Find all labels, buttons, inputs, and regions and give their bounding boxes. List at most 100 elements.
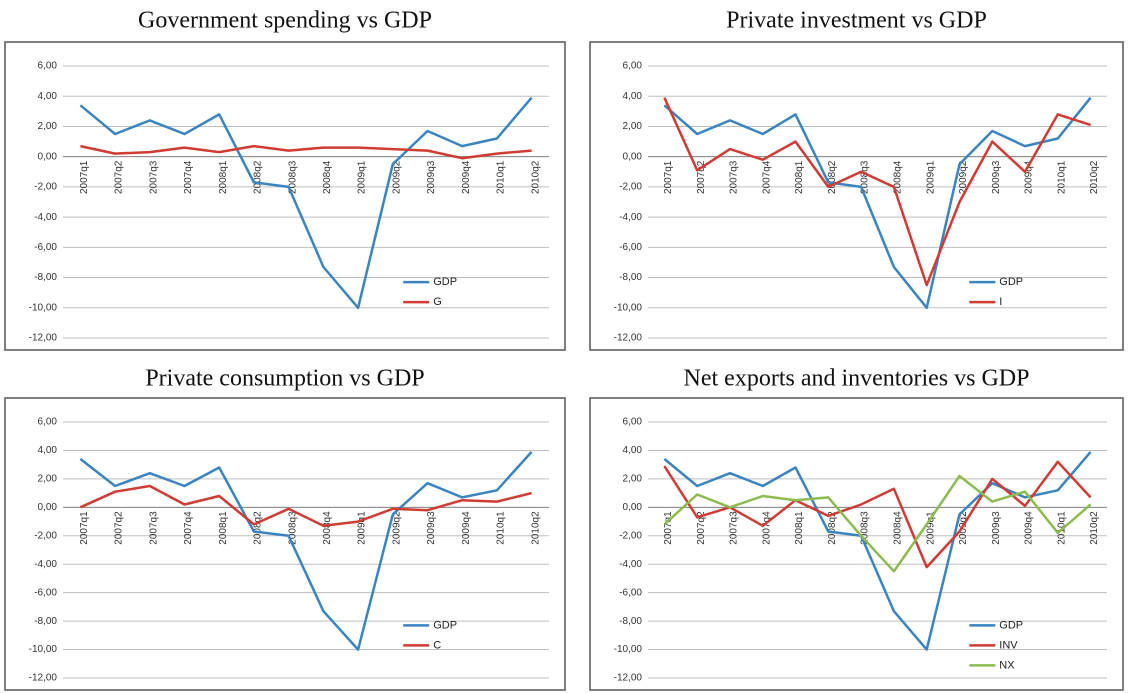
legend-label: GDP — [999, 276, 1023, 288]
y-tick-label: -6,00 — [619, 242, 642, 253]
chart-frame — [4, 41, 566, 351]
y-tick-label: 0,00 — [38, 502, 58, 513]
series-line — [79, 96, 533, 310]
x-tick-label: 2008q3 — [860, 511, 871, 545]
y-tick-label: 6,00 — [623, 417, 643, 428]
y-tick-label: -12,00 — [29, 673, 58, 684]
x-tick-label: 2008q1 — [794, 511, 805, 545]
x-tick-label: 2007q1 — [663, 511, 674, 545]
y-tick-label: -6,00 — [34, 587, 57, 598]
legend-label: GDP — [433, 619, 457, 631]
x-tick-label: 2009q1 — [925, 160, 936, 194]
y-tick-label: -2,00 — [34, 530, 57, 541]
x-tick-label: 2010q1 — [496, 160, 507, 194]
y-tick-label: -8,00 — [34, 272, 57, 283]
y-tick-label: 2,00 — [38, 121, 58, 132]
x-tick-label: 2008q4 — [893, 511, 904, 545]
y-tick-label: 4,00 — [38, 445, 58, 456]
y-tick-label: 6,00 — [38, 61, 58, 72]
legend-label: C — [433, 639, 441, 651]
chart-frame — [589, 41, 1124, 351]
x-tick-label: 2007q1 — [79, 511, 90, 545]
x-tick-label: 2009q3 — [991, 511, 1002, 545]
x-tick-label: 2007q2 — [696, 160, 707, 194]
series-line — [79, 484, 532, 528]
x-tick-label: 2009q1 — [925, 511, 936, 545]
x-tick-label: 2007q2 — [696, 511, 707, 545]
chart-frame — [589, 397, 1124, 691]
series-line — [663, 96, 1092, 310]
y-tick-label: -8,00 — [619, 616, 642, 627]
x-tick-label: 2008q1 — [794, 160, 805, 194]
y-tick-label: -12,00 — [614, 673, 643, 684]
series-line — [663, 474, 1092, 573]
x-tick-label: 2009q2 — [391, 511, 402, 545]
chart-title: Private consumption vs GDP — [145, 366, 424, 392]
x-tick-label: 2007q3 — [729, 160, 740, 194]
y-tick-label: -12,00 — [29, 333, 58, 344]
series-line — [663, 460, 1092, 569]
y-tick-label: 0,00 — [623, 151, 643, 162]
x-tick-label: 2007q1 — [663, 160, 674, 194]
y-tick-label: 2,00 — [623, 474, 643, 485]
x-tick-label: 2009q4 — [461, 511, 472, 545]
y-tick-label: 4,00 — [38, 91, 58, 102]
y-tick-label: -8,00 — [34, 616, 57, 627]
x-tick-label: 2009q2 — [958, 511, 969, 545]
x-tick-label: 2007q4 — [761, 160, 772, 194]
y-tick-label: -6,00 — [34, 242, 57, 253]
x-tick-label: 2008q4 — [322, 511, 333, 545]
x-tick-label: 2009q3 — [991, 160, 1002, 194]
x-tick-label: 2008q1 — [218, 511, 229, 545]
x-tick-label: 2010q2 — [1089, 160, 1100, 194]
y-tick-label: 6,00 — [38, 417, 58, 428]
x-tick-label: 2009q4 — [1024, 160, 1035, 194]
y-tick-label: -12,00 — [614, 333, 643, 344]
y-tick-label: -4,00 — [619, 212, 642, 223]
x-tick-label: 2008q3 — [860, 160, 871, 194]
x-tick-label: 2009q3 — [426, 511, 437, 545]
legend-label: NX — [999, 659, 1015, 671]
x-tick-label: 2009q1 — [357, 160, 368, 194]
y-tick-label: 2,00 — [38, 474, 58, 485]
y-tick-label: -2,00 — [34, 182, 57, 193]
series-line — [80, 144, 532, 160]
x-tick-label: 2008q3 — [287, 511, 298, 545]
x-tick-label: 2007q2 — [114, 160, 125, 194]
x-tick-label: 2008q4 — [893, 160, 904, 194]
x-tick-label: 2010q1 — [496, 511, 507, 545]
legend-label: GDP — [433, 276, 457, 288]
chart-title: Private investment vs GDP — [726, 8, 987, 34]
x-tick-label: 2007q4 — [761, 511, 772, 545]
y-tick-label: 2,00 — [623, 121, 643, 132]
y-tick-label: -8,00 — [619, 272, 642, 283]
x-tick-label: 2009q2 — [958, 160, 969, 194]
y-tick-label: -4,00 — [619, 559, 642, 570]
series-line — [663, 451, 1092, 651]
x-tick-label: 2007q3 — [148, 160, 159, 194]
y-tick-label: 0,00 — [38, 151, 58, 162]
series-line — [663, 97, 1091, 287]
chart-title: Government spending vs GDP — [138, 8, 432, 34]
x-tick-label: 2007q3 — [148, 511, 159, 545]
y-tick-label: -10,00 — [614, 644, 643, 655]
x-tick-label: 2009q4 — [1024, 511, 1035, 545]
y-tick-label: 4,00 — [623, 91, 643, 102]
y-tick-label: -6,00 — [619, 587, 642, 598]
x-tick-label: 2010q2 — [1089, 511, 1100, 545]
y-tick-label: -2,00 — [619, 530, 642, 541]
x-tick-label: 2008q1 — [218, 160, 229, 194]
x-tick-label: 2008q2 — [827, 511, 838, 545]
series-line — [79, 451, 533, 651]
chart-frame — [4, 397, 566, 691]
x-tick-label: 2010q1 — [1056, 160, 1067, 194]
x-tick-label: 2008q4 — [322, 160, 333, 194]
legend-label: I — [999, 296, 1002, 308]
x-tick-label: 2007q4 — [183, 160, 194, 194]
y-tick-label: -4,00 — [34, 559, 57, 570]
x-tick-label: 2010q2 — [530, 160, 541, 194]
y-tick-label: -10,00 — [29, 302, 58, 313]
x-tick-label: 2008q2 — [827, 160, 838, 194]
x-tick-label: 2008q2 — [253, 160, 264, 194]
